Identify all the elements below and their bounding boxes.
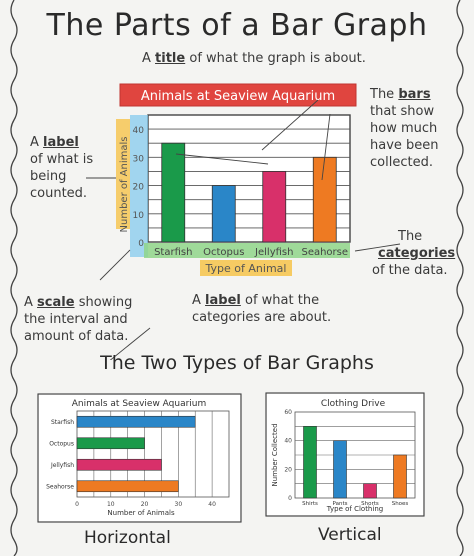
bar-pants xyxy=(333,440,347,499)
category-label: Octopus xyxy=(203,247,244,258)
y-tick-label: 30 xyxy=(133,154,145,164)
vertical-bar-chart: Clothing Drive 0 20 40 60 Number Collected Shi… xyxy=(265,392,425,517)
y-axis-label: Number of Animals xyxy=(119,137,130,233)
scale-highlight xyxy=(130,115,148,257)
y-tick-label: 10 xyxy=(133,211,145,221)
category-highlight xyxy=(144,243,350,258)
bar-starfish xyxy=(161,142,186,243)
chart-title: Animals at Seaview Aquarium xyxy=(141,89,335,104)
x-axis-label: Type of Animal xyxy=(205,262,287,275)
title-annotation: A title of what the graph is about. xyxy=(142,51,366,66)
y-tick-label: 60 xyxy=(284,409,292,416)
y-axis-label: Number Collected xyxy=(271,423,279,486)
x-tick-label: 20 xyxy=(141,501,149,508)
bar-starfish xyxy=(76,415,196,428)
horizontal-bar-chart: Animals at Seaview Aquarium 0 10 20 30 40 Star… xyxy=(37,393,242,523)
x-axis-label: Number of Animals xyxy=(107,509,175,517)
main-bar-chart: Animals at Seaview Aquarium 0 10 20 30 40Numb… xyxy=(86,83,401,360)
horizontal-caption: Horizontal xyxy=(84,528,171,548)
x-tick-label: 30 xyxy=(175,501,183,508)
pointer-line xyxy=(175,153,269,165)
category-label: Starfish xyxy=(154,247,192,258)
categories-annotation: The categories of the data. xyxy=(372,229,456,278)
title-banner xyxy=(119,83,357,107)
category-label-annotation: A label of what the categories are about… xyxy=(192,293,332,325)
x-tick-label: 10 xyxy=(107,501,115,508)
vertical-caption: Vertical xyxy=(318,525,382,545)
category-label: Octopus xyxy=(49,440,74,447)
pointer-line xyxy=(109,327,151,360)
y-tick-label: 40 xyxy=(133,126,145,136)
y-tick-label: 20 xyxy=(133,183,145,193)
bar-jellyfish xyxy=(262,171,287,243)
bar-shoes xyxy=(393,454,407,499)
y-tick-label: 40 xyxy=(284,438,292,445)
category-label: Jellyfish xyxy=(254,247,293,258)
bar-octopus xyxy=(76,437,145,450)
category-label: Seahorse xyxy=(301,247,348,258)
poster-title: The Parts of a Bar Graph xyxy=(46,8,428,43)
chart-title: Animals at Seaview Aquarium xyxy=(72,399,207,409)
x-tick-label: 40 xyxy=(208,501,216,508)
category-label: Shirts xyxy=(302,501,318,507)
category-label: Seahorse xyxy=(46,483,74,490)
chart-title: Clothing Drive xyxy=(321,399,386,409)
bar-seahorse xyxy=(312,156,337,243)
section-title: The Two Types of Bar Graphs xyxy=(100,352,374,374)
bar-octopus xyxy=(211,185,236,243)
pointer-line xyxy=(354,243,401,252)
category-label: Jellyfish xyxy=(50,462,74,469)
bar-seahorse xyxy=(76,480,179,493)
pointer-line xyxy=(99,249,131,281)
y-tick-label: 0 xyxy=(138,239,144,249)
category-label: Shorts xyxy=(361,501,379,507)
y-label-highlight xyxy=(116,119,130,229)
category-label: Pants xyxy=(333,501,348,507)
y-tick-label: 0 xyxy=(288,495,292,502)
x-axis-label: Type of Clothing xyxy=(326,505,383,513)
y-tick-label: 20 xyxy=(284,466,292,473)
pointer-line xyxy=(261,99,319,151)
pointer-line xyxy=(321,113,331,181)
bar-shirts xyxy=(303,426,317,499)
bar-jellyfish xyxy=(76,458,162,471)
x-label-highlight xyxy=(200,260,292,276)
bars-annotation: The bars that show how much have been co… xyxy=(370,87,439,170)
category-label: Starfish xyxy=(51,419,74,426)
label-annotation: A label of what is being counted. xyxy=(30,135,94,201)
bar-shorts xyxy=(363,483,377,499)
x-tick-label: 0 xyxy=(75,501,79,508)
scale-annotation: A scale showing the interval and amount … xyxy=(24,295,133,344)
category-label: Shoes xyxy=(392,501,409,507)
